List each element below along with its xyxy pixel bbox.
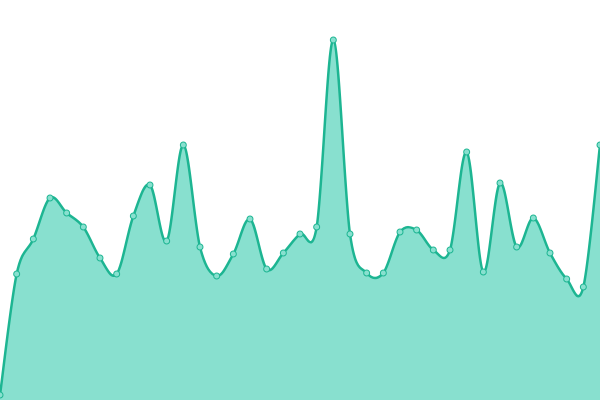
point (213, 272, 221, 280)
point (96, 254, 104, 262)
point (413, 226, 421, 234)
point (496, 179, 504, 187)
point (46, 194, 54, 202)
point (596, 141, 600, 149)
point (113, 270, 121, 278)
point (579, 283, 587, 291)
point (279, 249, 287, 257)
point (396, 228, 404, 236)
point (529, 214, 537, 222)
point (313, 223, 321, 231)
point (429, 246, 437, 254)
point (563, 275, 571, 283)
point (179, 141, 187, 149)
point (263, 265, 271, 273)
point (479, 268, 487, 276)
point (513, 243, 521, 251)
point (13, 270, 21, 278)
point (229, 250, 237, 258)
point (0, 391, 4, 399)
point (146, 181, 154, 189)
point (246, 215, 254, 223)
point (379, 269, 387, 277)
point (346, 230, 354, 238)
point (196, 243, 204, 251)
point (446, 246, 454, 254)
point (296, 230, 304, 238)
point (546, 249, 554, 257)
point (363, 269, 371, 277)
point (79, 223, 87, 231)
point (329, 36, 337, 44)
point (63, 209, 71, 217)
point (163, 237, 171, 245)
point (129, 212, 137, 220)
point (463, 148, 471, 156)
area (0, 39, 600, 400)
point (29, 235, 37, 243)
